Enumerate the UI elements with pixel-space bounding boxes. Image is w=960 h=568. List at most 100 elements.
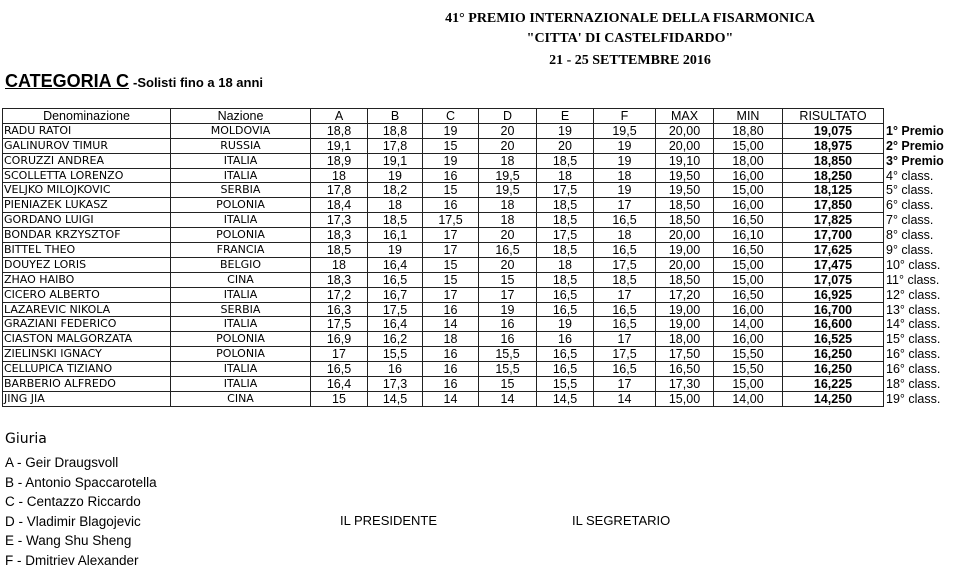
score-d: 14 [478, 390, 537, 407]
result: 17,700 [782, 227, 884, 244]
score-b: 19 [367, 242, 423, 258]
table-header-row: Denominazione Nazione A B C D E F MAX MIN RISULTAT… [2, 108, 960, 124]
score-min: 18,80 [713, 122, 783, 139]
score-max: 19,50 [655, 182, 714, 199]
column-header-e: E [536, 108, 594, 124]
score-f: 16,5 [593, 301, 656, 318]
score-f: 18,5 [593, 271, 656, 288]
score-e: 15,5 [536, 376, 594, 392]
score-c: 16 [422, 376, 479, 392]
score-f: 16,5 [593, 212, 656, 229]
competitor-name: GORDANO LUIGI [2, 212, 171, 229]
competitor-name: PIENIAZEK LUKASZ [2, 197, 171, 214]
score-a: 17,3 [310, 212, 368, 229]
score-a: 17,8 [310, 182, 368, 199]
score-max: 20,00 [655, 137, 714, 154]
score-e: 17,5 [536, 227, 594, 244]
score-b: 17,3 [367, 376, 423, 392]
score-a: 19,1 [310, 137, 368, 154]
table-row: PIENIAZEK LUKASZ POLONIA 18,4 18 16 18 18,5 17 1… [2, 197, 960, 214]
competition-city: "CITTA' DI CASTELFIDARDO" [526, 31, 734, 46]
table-row: CIASTON MALGORZATA POLONIA 16,9 16,2 18 16 16 1… [2, 331, 960, 348]
score-b: 16,2 [367, 331, 423, 348]
score-c: 17 [422, 286, 479, 303]
competitor-name: BARBERIO ALFREDO [2, 376, 171, 392]
score-b: 15,5 [367, 346, 423, 363]
jury-member: F - Dmitriev Alexander [5, 553, 139, 568]
score-max: 19,00 [655, 316, 714, 333]
score-d: 18 [478, 197, 537, 214]
result: 18,250 [782, 167, 884, 184]
score-a: 17,5 [310, 316, 368, 333]
score-f: 14 [593, 390, 656, 407]
result: 17,825 [782, 212, 884, 229]
score-e: 14,5 [536, 390, 594, 407]
table-row: BONDAR KRZYSZTOF POLONIA 18,3 16,1 17 20 17,5 1… [2, 227, 960, 244]
score-c: 15 [422, 137, 479, 154]
category-subtitle: -Solisti fino a 18 anni [133, 75, 264, 90]
nation: ITALIA [170, 376, 311, 392]
score-d: 15,5 [478, 346, 537, 363]
score-e: 16,5 [536, 346, 594, 363]
competitor-name: BONDAR KRZYSZTOF [2, 227, 171, 244]
score-d: 20 [478, 227, 537, 244]
score-a: 17 [310, 346, 368, 363]
score-min: 15,00 [713, 137, 783, 154]
score-a: 16,5 [310, 361, 368, 378]
table-row: BARBERIO ALFREDO ITALIA 16,4 17,3 16 15 15,5 17… [2, 376, 960, 392]
score-a: 15 [310, 390, 368, 407]
column-header-nazione: Nazione [170, 108, 311, 124]
score-c: 19 [422, 152, 479, 169]
score-f: 17 [593, 197, 656, 214]
table-row: LAZAREVIC NIKOLA SERBIA 16,3 17,5 16 19 16,5 16… [2, 301, 960, 318]
nation: FRANCIA [170, 242, 311, 258]
score-min: 15,50 [713, 346, 783, 363]
score-e: 18 [536, 256, 594, 273]
classification: 19° class. [886, 391, 941, 406]
score-e: 18,5 [536, 242, 594, 258]
nation: ITALIA [170, 212, 311, 229]
score-b: 17,8 [367, 137, 423, 154]
score-b: 18,5 [367, 212, 423, 229]
score-min: 14,00 [713, 316, 783, 333]
score-a: 18,4 [310, 197, 368, 214]
result: 16,525 [782, 331, 884, 348]
jury-member: B - Antonio Spaccarotella [5, 474, 157, 490]
classification: 14° class. [886, 317, 941, 332]
score-e: 20 [536, 137, 594, 154]
competitor-name: GALINUROV TIMUR [2, 137, 171, 154]
result: 17,850 [782, 197, 884, 214]
score-min: 16,00 [713, 167, 783, 184]
score-min: 18,00 [713, 152, 783, 169]
jury-member: E - Wang Shu Sheng [5, 533, 132, 549]
competitor-name: SCOLLETTA LORENZO [2, 167, 171, 184]
score-f: 16,5 [593, 242, 656, 258]
secretary-signature-label: IL SEGRETARIO [572, 513, 671, 528]
score-b: 18,2 [367, 182, 423, 199]
score-b: 17,5 [367, 301, 423, 318]
score-c: 18 [422, 331, 479, 348]
score-max: 20,00 [655, 227, 714, 244]
jury-title: Giuria [5, 431, 47, 447]
score-min: 16,00 [713, 197, 783, 214]
president-signature-label: IL PRESIDENTE [340, 513, 438, 528]
nation: POLONIA [170, 331, 311, 348]
classification: 2° Premio [886, 138, 944, 153]
score-f: 19 [593, 137, 656, 154]
score-f: 19 [593, 152, 656, 169]
score-a: 18,9 [310, 152, 368, 169]
score-f: 17,5 [593, 256, 656, 273]
header-spacer [884, 109, 960, 124]
table-row: DOUYEZ LORIS BELGIO 18 16,4 15 20 18 17,5 20,00 1… [2, 256, 960, 273]
table-row: CORUZZI ANDREA ITALIA 18,9 19,1 19 18 18,5 19 19… [2, 152, 960, 169]
score-f: 17 [593, 376, 656, 392]
score-c: 17,5 [422, 212, 479, 229]
score-max: 20,00 [655, 122, 714, 139]
nation: BELGIO [170, 256, 311, 273]
competitor-name: JING JIA [2, 390, 171, 407]
competition-dates: 21 - 25 SETTEMBRE 2016 [549, 53, 711, 68]
classification: 1° Premio [886, 123, 944, 138]
nation: MOLDOVIA [170, 122, 311, 139]
competitor-name: CIASTON MALGORZATA [2, 331, 171, 348]
score-a: 18,8 [310, 122, 368, 139]
